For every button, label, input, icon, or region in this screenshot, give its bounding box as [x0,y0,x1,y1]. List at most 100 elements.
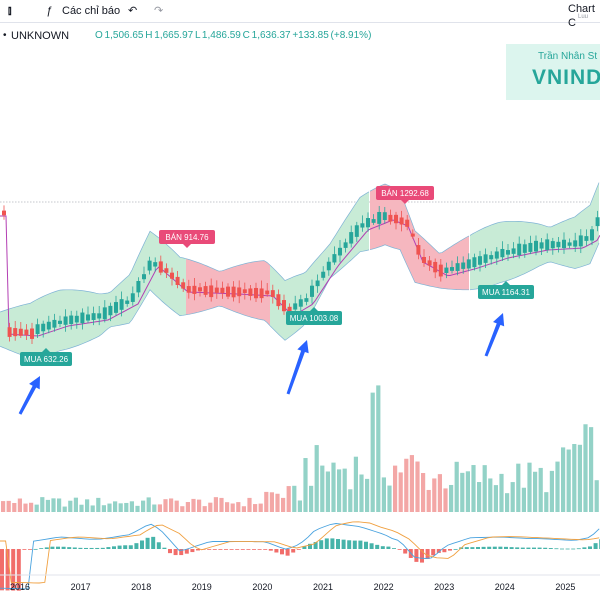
undo-icon[interactable]: ↶ [128,5,138,17]
volume-bar [129,501,134,512]
candle-body [326,261,331,271]
macd-histogram-bar [61,546,66,549]
macd-histogram-bar [369,543,374,549]
macd-histogram-bar [263,549,268,550]
macd-histogram-bar [196,549,200,551]
volume-bar [12,502,17,512]
signal-label-pointer [401,200,409,204]
macd-histogram-bar [481,546,486,549]
candle-body [438,264,443,277]
volume-bar [169,498,174,512]
x-tick-label: 2017 [71,582,91,592]
candle-body [360,223,365,228]
volume-bar [404,458,409,512]
symbol-dot: • [3,30,7,41]
volume-bar [303,458,308,512]
candle-body [181,282,186,289]
macd-histogram-bar [218,549,223,550]
candle-body [147,260,152,271]
candle-body [298,299,303,307]
candle-body [186,286,191,293]
band-area [186,258,270,326]
indicators-icon[interactable]: ƒ [46,5,53,17]
volume-bar [62,506,67,512]
volume-bar [225,502,230,512]
candle-body [332,254,337,263]
volume-bar [583,424,588,512]
macd-histogram-bar [145,537,150,549]
volume-bar [589,427,594,512]
candle-body [416,245,421,255]
candle-body [377,211,382,224]
volume-bar [57,498,62,512]
candle-body [522,244,527,253]
candle-body [46,321,51,330]
chart-type-icon[interactable]: ⫾ [8,5,12,17]
volume-bar [202,506,207,512]
candle-body [410,233,415,237]
volume-bar [45,499,50,512]
volume-bar [398,472,403,512]
volume-bar [90,505,95,512]
signal-label-bg [20,352,72,366]
candle-body [517,243,522,256]
symbol-name[interactable]: UNKNOWN [11,30,70,42]
volume-bar [465,471,470,512]
volume-bar [152,504,157,512]
volume-bar [572,444,577,512]
volume-bar [101,505,106,512]
macd-histogram-bar [358,540,363,549]
macd-histogram-bar [324,538,329,549]
candle-body [595,217,600,227]
volume-bar [437,474,442,512]
candle-body [242,289,247,294]
author-watermark: Trần Nhân St VNINDI [506,44,600,100]
volume-bar [253,504,258,512]
volume-bar [236,502,241,512]
volume-bar [353,456,358,512]
macd-histogram-bar [5,549,10,591]
signal-label-pointer [183,244,191,248]
candle-body [315,280,320,287]
signal-label-text: BÁN 914.76 [165,233,209,242]
volume-bar [521,487,526,512]
macd-histogram-bar [44,547,49,549]
indicators-button[interactable]: Các chỉ báo [62,5,121,17]
macd-histogram-bar [431,549,436,556]
volume-bar [297,500,302,512]
volume-bar [79,504,84,512]
macd-histogram-bar [33,548,38,550]
upper-band-line [369,183,470,254]
candle-body [287,306,292,315]
candle-body [69,315,74,325]
volume-bar [533,471,538,512]
macd-histogram-bar [184,549,189,554]
volume-bar [309,485,314,512]
candle-body [7,327,12,337]
candle-body [573,240,578,247]
redo-icon[interactable]: ↷ [154,5,164,17]
macd-histogram-bar [207,549,212,550]
macd-histogram-bar [543,547,548,549]
signal-label-pointer [310,307,318,311]
macd-histogram-bar [0,549,4,591]
macd-histogram-bar [140,540,144,549]
macd-histogram-bar [235,549,240,550]
moving-average-line [0,215,600,337]
macd-histogram-bar [201,549,206,550]
volume-bar [264,491,269,512]
macd-histogram-bar [168,549,172,554]
volume-bar [197,499,202,512]
volume-bar [146,497,151,512]
candle-body [483,254,488,263]
macd-histogram-bar [11,549,16,591]
candle-body [209,285,214,298]
candle-body [41,323,46,332]
volume-bar [213,497,218,512]
volume-bar [230,503,235,512]
volume-bar [241,506,246,512]
buy-arrow [18,376,40,415]
macd-histogram-bar [476,546,480,549]
lower-band-line [269,249,370,341]
candle-body [248,288,253,296]
